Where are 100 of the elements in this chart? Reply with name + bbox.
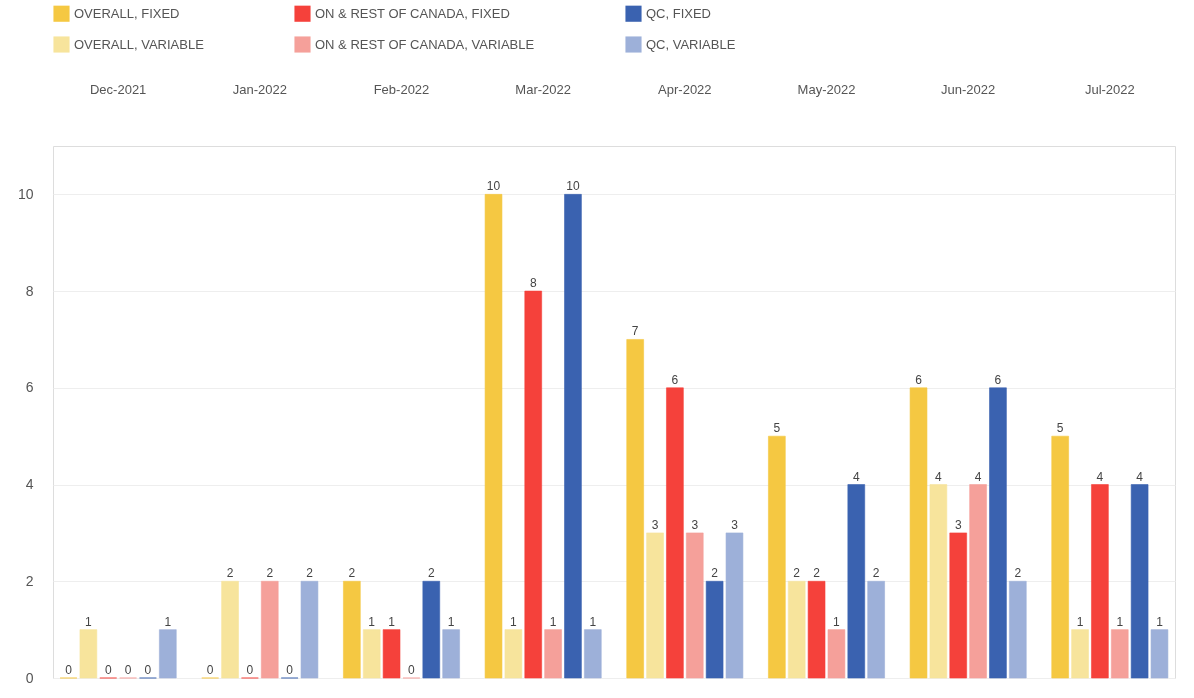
data-label: 2 xyxy=(1014,566,1022,581)
data-label: 2 xyxy=(872,566,880,581)
data-label: 8 xyxy=(529,276,537,291)
bar xyxy=(300,580,319,679)
bar xyxy=(504,629,523,679)
data-label: 0 xyxy=(246,663,254,677)
bar xyxy=(1091,484,1109,679)
y-tick-label: 6 xyxy=(25,379,34,396)
bar xyxy=(827,629,846,679)
data-label: 1 xyxy=(388,614,396,629)
data-label: 2 xyxy=(306,566,314,581)
bar xyxy=(787,580,806,679)
data-label: 2 xyxy=(427,566,435,581)
data-label: 5 xyxy=(1056,421,1064,436)
data-label: 3 xyxy=(651,517,659,532)
data-label: 1 xyxy=(1156,614,1164,629)
data-label: 6 xyxy=(915,372,923,387)
data-label: 1 xyxy=(1116,614,1124,629)
data-label: 2 xyxy=(226,566,234,581)
data-label: 0 xyxy=(124,663,132,677)
legend-label: ON & REST OF CANADA, FIXED xyxy=(315,5,510,21)
bar xyxy=(1071,629,1089,679)
data-label: 1 xyxy=(368,614,376,629)
bar xyxy=(442,629,460,679)
x-tick-label: Jul-2022 xyxy=(1084,81,1135,97)
data-label: 4 xyxy=(852,469,860,484)
bar xyxy=(1051,435,1069,679)
data-label: 1 xyxy=(85,614,93,629)
data-label: 1 xyxy=(589,614,597,629)
data-label: 5 xyxy=(773,421,781,436)
bar xyxy=(626,339,644,679)
x-tick-label: Feb-2022 xyxy=(373,81,430,97)
legend-label: OVERALL, FIXED xyxy=(74,5,180,21)
y-tick-label: 8 xyxy=(25,282,34,299)
legend-label: QC, VARIABLE xyxy=(646,36,736,52)
data-label: 0 xyxy=(65,663,73,677)
data-label: 2 xyxy=(711,566,719,581)
data-label: 6 xyxy=(994,372,1002,387)
legend-label: QC, FIXED xyxy=(646,5,712,21)
y-tick-label: 2 xyxy=(25,572,34,589)
bar xyxy=(725,532,744,679)
data-label: 10 xyxy=(566,179,580,194)
bar xyxy=(343,580,361,679)
data-label: 1 xyxy=(1076,614,1084,629)
bar xyxy=(382,629,401,679)
bar xyxy=(686,532,704,679)
bar xyxy=(969,484,987,679)
data-label: 6 xyxy=(671,372,679,387)
bar xyxy=(564,194,582,679)
bar xyxy=(1111,629,1129,679)
bar xyxy=(261,580,279,679)
data-label: 3 xyxy=(731,517,739,532)
bar xyxy=(807,580,826,679)
bar xyxy=(544,629,562,679)
data-label: 0 xyxy=(286,663,294,677)
x-tick-label: May-2022 xyxy=(797,81,856,97)
bar xyxy=(768,435,786,679)
bar xyxy=(929,484,948,679)
bar xyxy=(1150,629,1169,679)
bar xyxy=(666,387,684,679)
bar xyxy=(949,532,967,679)
bar xyxy=(1009,580,1027,679)
data-label: 0 xyxy=(408,663,416,677)
bar xyxy=(705,580,724,679)
legend-label: ON & REST OF CANADA, VARIABLE xyxy=(315,36,535,52)
data-label: 0 xyxy=(206,663,214,677)
x-tick-label: Apr-2022 xyxy=(658,81,712,97)
data-label: 0 xyxy=(144,663,152,677)
y-tick-label: 0 xyxy=(25,669,34,686)
data-label: 1 xyxy=(447,614,455,629)
bar xyxy=(422,580,441,679)
data-label: 4 xyxy=(935,469,943,484)
bar xyxy=(159,629,177,679)
data-label: 1 xyxy=(549,614,557,629)
bar xyxy=(584,629,602,679)
bar xyxy=(221,580,239,679)
data-label: 1 xyxy=(510,614,518,629)
data-label: 1 xyxy=(833,614,841,629)
bar xyxy=(847,484,866,679)
data-label: 3 xyxy=(954,517,962,532)
data-label: 1 xyxy=(164,614,172,629)
bar xyxy=(909,387,928,679)
bar xyxy=(524,290,542,679)
x-tick-label: Mar-2022 xyxy=(515,81,571,97)
data-label: 2 xyxy=(793,566,801,581)
data-label: 4 xyxy=(974,469,982,484)
data-label: 4 xyxy=(1096,469,1104,484)
bar xyxy=(484,194,503,679)
x-tick-label: Dec-2021 xyxy=(89,81,147,97)
data-label: 2 xyxy=(348,566,356,581)
data-label: 4 xyxy=(1136,469,1144,484)
x-tick-label: Jan-2022 xyxy=(232,81,287,97)
bar xyxy=(867,580,885,679)
data-label: 3 xyxy=(691,517,699,532)
bar xyxy=(1130,484,1149,679)
x-tick-label: Jun-2022 xyxy=(941,81,996,97)
bar xyxy=(989,387,1007,679)
data-label: 10 xyxy=(486,179,501,194)
data-label: 2 xyxy=(266,566,274,581)
legend-label: OVERALL, VARIABLE xyxy=(74,36,205,52)
